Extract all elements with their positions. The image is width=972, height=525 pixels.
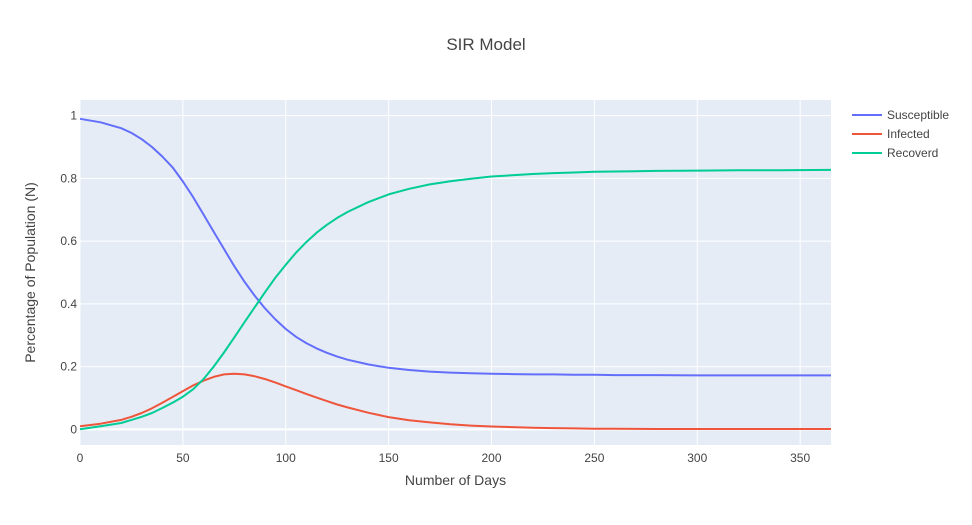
series-line-recoverd bbox=[79, 168, 832, 431]
x-tick-label: 0 bbox=[77, 451, 84, 465]
y-tick-label: 0.4 bbox=[60, 297, 77, 311]
series-lines bbox=[79, 117, 832, 431]
legend-label-infected: Infected bbox=[887, 127, 930, 141]
legend-label-susceptible: Susceptible bbox=[887, 108, 949, 122]
x-tick-label: 100 bbox=[276, 451, 296, 465]
series-line-infected bbox=[79, 372, 831, 430]
y-tick-label: 0 bbox=[70, 422, 77, 436]
y-tick-label: 0.6 bbox=[60, 234, 77, 248]
legend-label-recoverd: Recoverd bbox=[887, 146, 938, 160]
x-tick-label: 150 bbox=[379, 451, 399, 465]
x-tick-label: 250 bbox=[584, 451, 604, 465]
legend: Susceptible Infected Recoverd bbox=[852, 108, 949, 160]
y-tick-label: 0.8 bbox=[60, 171, 77, 185]
x-axis-title: Number of Days bbox=[405, 472, 506, 488]
y-axis-title: Percentage of Population (N) bbox=[22, 182, 38, 363]
chart-title: SIR Model bbox=[446, 35, 525, 54]
series-line-susceptible bbox=[79, 117, 831, 377]
x-tick-label: 300 bbox=[687, 451, 707, 465]
x-tick-label: 350 bbox=[790, 451, 810, 465]
x-axis-ticks: 0 50 100 150 200 250 300 350 bbox=[77, 451, 811, 465]
plot-background bbox=[80, 100, 831, 445]
y-tick-label: 1 bbox=[70, 109, 77, 123]
y-tick-label: 0.2 bbox=[60, 360, 77, 374]
y-axis-ticks: 0 0.2 0.4 0.6 0.8 1 bbox=[60, 109, 77, 437]
x-tick-label: 200 bbox=[481, 451, 501, 465]
x-grid-lines bbox=[79, 100, 801, 445]
x-tick-label: 50 bbox=[176, 451, 190, 465]
